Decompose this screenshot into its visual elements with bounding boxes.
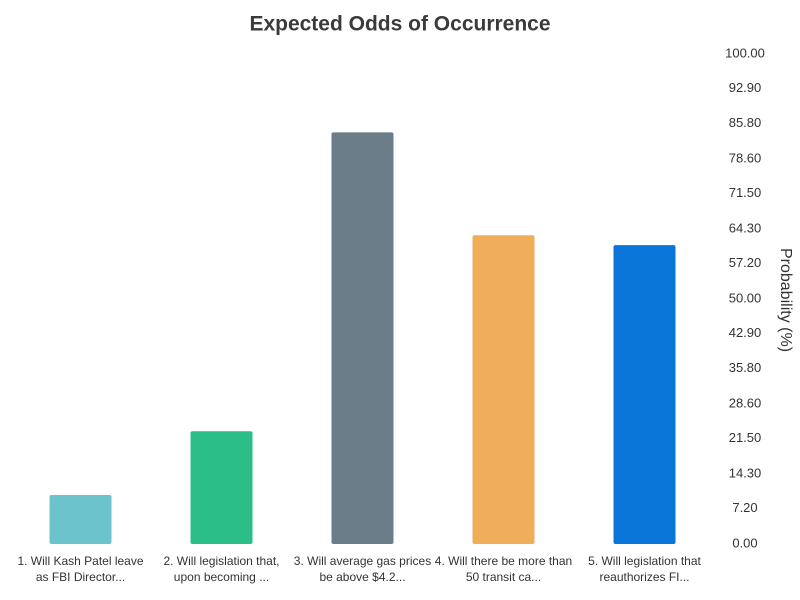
y-tick-label: 28.60 (729, 395, 762, 410)
y-tick-label: 57.20 (729, 255, 762, 270)
y-tick-label: 92.90 (729, 80, 762, 95)
bar (613, 245, 676, 544)
y-tick-label: 21.50 (729, 430, 762, 445)
bar (190, 431, 253, 544)
x-tick-label: 1. Will Kash Patel leave as FBI Director… (17, 554, 144, 584)
y-tick-label: 0.00 (732, 535, 757, 550)
bar (331, 132, 394, 544)
x-tick-label: 2. Will legislation that, upon becoming … (163, 554, 280, 584)
y-tick-label: 85.80 (729, 115, 762, 130)
y-tick-label: 35.80 (729, 360, 762, 375)
y-tick-label: 71.50 (729, 185, 762, 200)
x-tick-label: 5. Will legislation that reauthorizes FI… (588, 554, 701, 584)
bar (49, 495, 112, 544)
y-tick-label: 50.00 (729, 290, 762, 305)
y-axis-label: Probability (%) (777, 248, 794, 352)
y-tick-label: 14.30 (729, 465, 762, 480)
y-tick-label: 78.60 (729, 150, 762, 165)
chart-title: Expected Odds of Occurrence (249, 13, 550, 36)
y-tick-label: 100.00 (725, 45, 765, 60)
bar (472, 235, 535, 545)
y-tick-label: 42.90 (729, 325, 762, 340)
y-tick-label: 7.20 (732, 500, 757, 515)
x-tick-label: 3. Will average gas prices be above $4.2… (293, 554, 432, 584)
y-tick-label: 64.30 (729, 220, 762, 235)
x-tick-label: 4. Will there be more than 50 transit ca… (434, 554, 573, 584)
